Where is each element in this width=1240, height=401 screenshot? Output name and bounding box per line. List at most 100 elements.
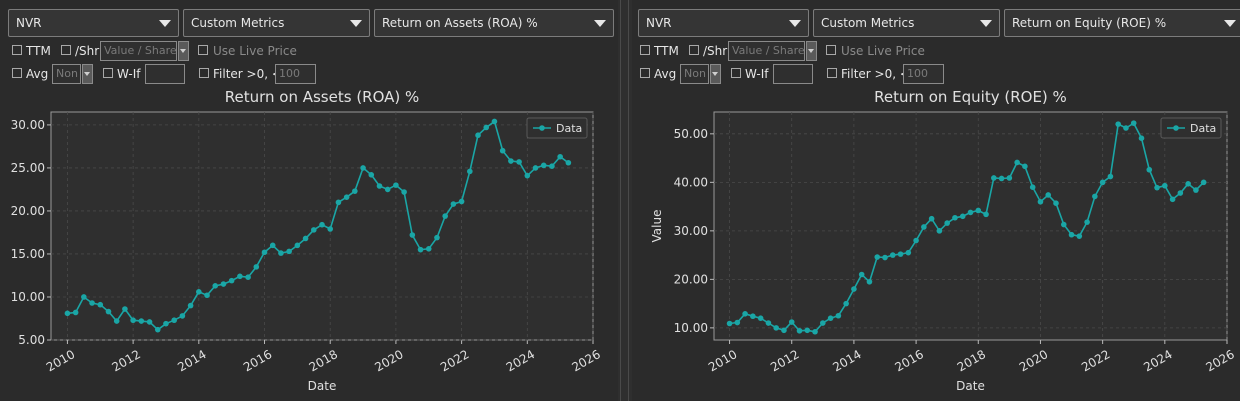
chevron-down-icon bbox=[350, 20, 362, 27]
value-share-spinner[interactable] bbox=[178, 41, 189, 61]
checkbox-box[interactable] bbox=[826, 45, 836, 55]
x-tick-label: 2012 bbox=[768, 347, 801, 374]
metric-dropdown[interactable]: Return on Equity (ROE) % bbox=[1004, 9, 1240, 37]
chevron-down-icon bbox=[808, 49, 814, 53]
data-point bbox=[897, 251, 904, 257]
chevron-down-icon bbox=[789, 20, 801, 27]
data-point bbox=[765, 320, 772, 326]
data-point bbox=[499, 147, 506, 154]
data-point bbox=[196, 289, 202, 295]
checkbox-box[interactable] bbox=[198, 45, 208, 55]
data-point bbox=[376, 183, 383, 189]
data-point bbox=[138, 318, 145, 324]
avg-label: Avg bbox=[26, 67, 49, 81]
value-share-input[interactable]: Value / Share bbox=[728, 41, 805, 61]
data-point bbox=[726, 320, 733, 327]
value-share-spinner[interactable] bbox=[806, 41, 817, 61]
data-point bbox=[327, 226, 334, 232]
data-point bbox=[991, 175, 997, 181]
data-point bbox=[1076, 233, 1083, 239]
chevron-down-icon bbox=[712, 72, 718, 76]
chevron-down-icon bbox=[980, 20, 992, 27]
metric-value: Return on Assets (ROA) % bbox=[382, 16, 538, 30]
avg-select[interactable]: Non bbox=[52, 64, 81, 84]
y-axis-label: Value bbox=[650, 210, 664, 243]
legend-label: Data bbox=[556, 122, 582, 135]
what-if-input[interactable] bbox=[145, 64, 185, 84]
checkbox-box[interactable] bbox=[640, 68, 650, 78]
options-row-1: TTM /Shr Value / Share Use Live Price bbox=[638, 41, 1228, 61]
what-if-input[interactable] bbox=[773, 64, 813, 84]
splitter-line bbox=[628, 0, 629, 401]
checkbox-box[interactable] bbox=[12, 45, 22, 55]
legend-label: Data bbox=[1190, 122, 1216, 135]
x-tick-label: 2014 bbox=[830, 347, 863, 374]
data-point bbox=[130, 317, 136, 324]
filter-input[interactable]: 100 bbox=[275, 64, 316, 84]
x-tick-label: 2026 bbox=[1203, 347, 1236, 374]
data-point bbox=[882, 254, 888, 261]
x-tick-label: 2016 bbox=[893, 347, 926, 374]
data-point bbox=[1084, 219, 1090, 225]
checkbox-box[interactable] bbox=[103, 68, 113, 78]
ttm-label: TTM bbox=[654, 44, 679, 58]
x-tick-label: 2016 bbox=[241, 347, 274, 374]
avg-select[interactable]: Non bbox=[680, 64, 709, 84]
data-point bbox=[253, 264, 260, 270]
data-point bbox=[532, 165, 539, 171]
data-point bbox=[1092, 193, 1098, 200]
data-point bbox=[757, 315, 764, 321]
source-dropdown[interactable]: Custom Metrics bbox=[813, 9, 1000, 37]
avg-spinner[interactable] bbox=[710, 64, 721, 84]
x-tick-label: 2018 bbox=[307, 347, 340, 374]
metric-value: Return on Equity (ROE) % bbox=[1012, 16, 1167, 30]
data-point bbox=[952, 214, 958, 221]
chart-title: Return on Assets (ROA) % bbox=[225, 88, 420, 106]
data-point bbox=[368, 172, 375, 178]
data-point bbox=[171, 317, 177, 324]
data-point bbox=[163, 320, 169, 327]
ttm-label: TTM bbox=[26, 44, 51, 58]
ticker-dropdown[interactable]: NVR bbox=[8, 9, 179, 37]
data-point bbox=[204, 292, 210, 299]
y-tick-label: 30.00 bbox=[11, 118, 45, 132]
x-tick-label: 2022 bbox=[438, 347, 471, 374]
data-point bbox=[750, 313, 756, 320]
checkbox-box[interactable] bbox=[731, 68, 741, 78]
data-point bbox=[352, 188, 358, 194]
panel-splitter[interactable] bbox=[618, 0, 632, 401]
data-point bbox=[913, 237, 919, 244]
checkbox-box[interactable] bbox=[12, 68, 22, 78]
source-value: Custom Metrics bbox=[191, 16, 285, 30]
checkbox-box[interactable] bbox=[61, 45, 71, 55]
filter-input[interactable]: 100 bbox=[903, 64, 944, 84]
ticker-dropdown[interactable]: NVR bbox=[638, 9, 809, 37]
data-point bbox=[228, 277, 235, 284]
data-point bbox=[540, 162, 547, 169]
source-dropdown[interactable]: Custom Metrics bbox=[183, 9, 370, 37]
data-point bbox=[425, 246, 432, 252]
checkbox-box[interactable] bbox=[640, 45, 650, 55]
chevron-down-icon bbox=[1224, 20, 1236, 27]
splitter-line bbox=[620, 0, 621, 401]
data-point bbox=[1014, 159, 1020, 166]
x-tick-label: 2022 bbox=[1079, 347, 1112, 374]
metric-dropdown[interactable]: Return on Assets (ROA) % bbox=[374, 9, 614, 37]
data-point bbox=[516, 159, 522, 165]
value-share-input[interactable]: Value / Share bbox=[100, 41, 177, 61]
ticker-value: NVR bbox=[16, 16, 42, 30]
avg-spinner[interactable] bbox=[82, 64, 93, 84]
data-point bbox=[122, 306, 128, 312]
y-tick-label: 20.00 bbox=[11, 204, 45, 218]
data-point bbox=[212, 282, 219, 289]
chevron-down-icon bbox=[180, 49, 186, 53]
data-point bbox=[843, 300, 849, 307]
data-point bbox=[1138, 135, 1145, 141]
checkbox-box[interactable] bbox=[827, 68, 837, 78]
checkbox-box[interactable] bbox=[199, 68, 209, 78]
data-point bbox=[866, 278, 873, 285]
data-point bbox=[458, 198, 465, 205]
x-tick-label: 2010 bbox=[706, 347, 739, 374]
checkbox-box[interactable] bbox=[689, 45, 699, 55]
data-point bbox=[1185, 180, 1191, 187]
